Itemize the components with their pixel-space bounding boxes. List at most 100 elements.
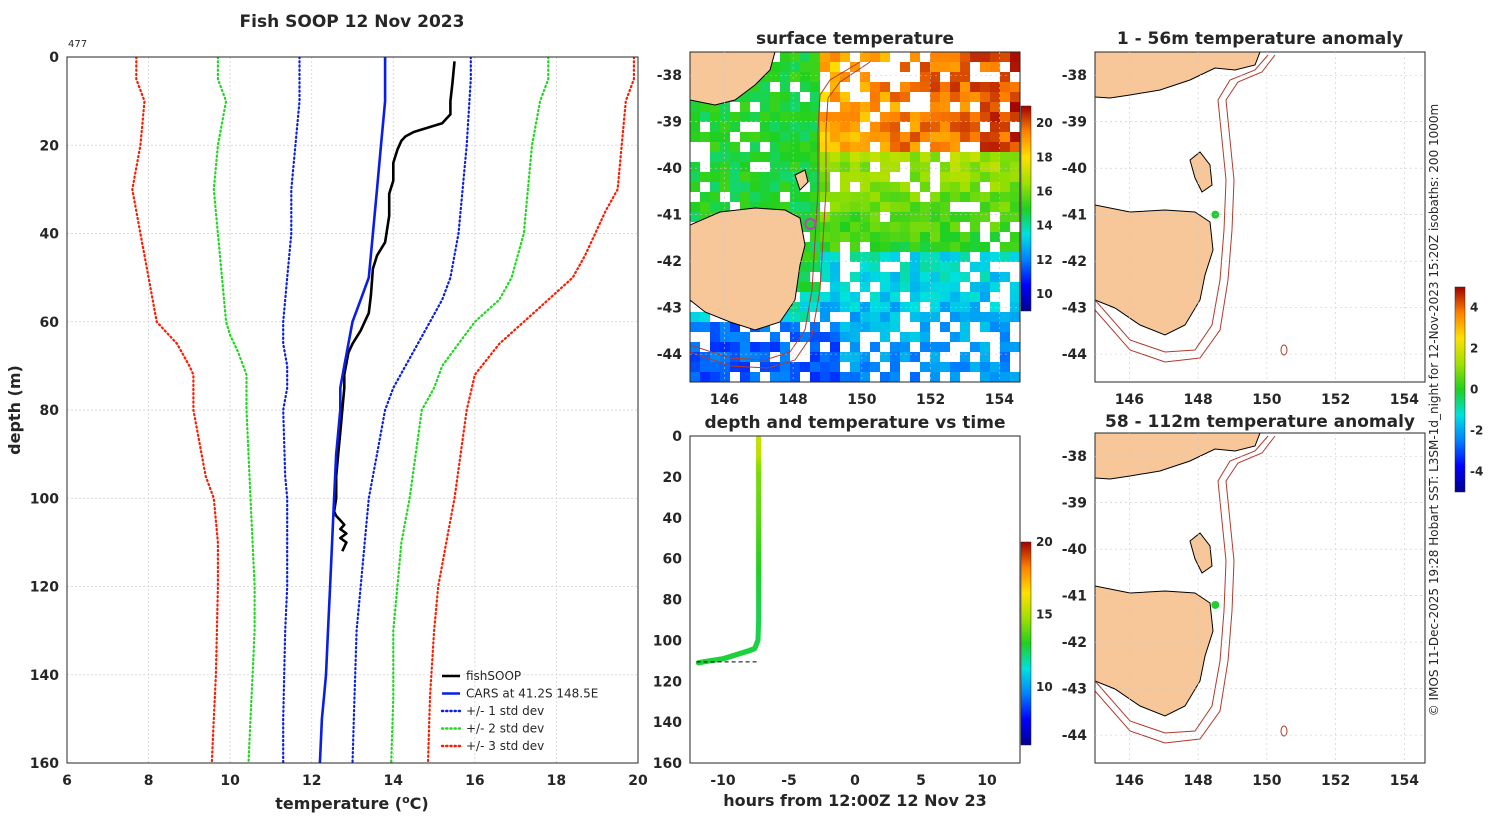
sst-pixel (730, 352, 740, 362)
sst-pixel (990, 252, 1000, 262)
anomaly-lower-isobath-200m (1095, 435, 1269, 734)
sst-pixel (740, 182, 750, 192)
sst-pixel (700, 102, 710, 112)
map-xtick-label: 152 (916, 392, 945, 408)
sst-pixel (870, 212, 880, 222)
sst-pixel (790, 332, 800, 342)
map-ytick-label: -41 (1062, 208, 1087, 224)
sst-pixel (780, 172, 790, 182)
sst-pixel (980, 112, 990, 122)
sst-pixel (860, 102, 870, 112)
anomaly-upper-map (1095, 52, 1425, 382)
sst-pixel (770, 142, 780, 152)
sst-pixel (1000, 112, 1010, 122)
profile-series-line (318, 57, 387, 763)
sst-pixel (920, 322, 930, 332)
profile-axes-box (66, 56, 639, 764)
sst-pixel (790, 362, 800, 372)
sst-pixel (940, 202, 950, 212)
sst-pixel (930, 82, 940, 92)
sst-pixel (890, 292, 900, 302)
sst-pixel (1000, 332, 1010, 342)
sst-pixel (840, 182, 850, 192)
sst-pixel (850, 102, 860, 112)
sst-pixel (950, 152, 960, 162)
sst-pixel (720, 182, 730, 192)
sst-map-axes-box (689, 51, 1021, 383)
sst-pixel (810, 182, 820, 192)
sst-pixel (890, 182, 900, 192)
sst-pixel (1010, 242, 1020, 252)
profile-legend[interactable]: fishSOOP CARS at 41.2S 148.5E +/- 1 std de… (440, 669, 598, 753)
sst-pixel (740, 112, 750, 122)
depth-time-colorbar-label: 10 (1036, 680, 1053, 694)
sst-pixel (690, 312, 700, 322)
sst-pixel (960, 212, 970, 222)
sst-pixel (790, 122, 800, 132)
sst-colorbar-label: 12 (1036, 253, 1053, 267)
sst-pixel (950, 312, 960, 322)
sst-pixel (840, 302, 850, 312)
anomaly-upper-title: 1 - 56m temperature anomaly (1117, 29, 1403, 49)
sst-pixel (830, 232, 840, 242)
flinders-island (794, 169, 809, 191)
anomaly-lower-isobath-1000m (1095, 435, 1276, 744)
anomaly-upper-tasmania (1095, 204, 1214, 336)
sst-pixel (750, 202, 760, 212)
sst-pixel (780, 322, 790, 332)
sst-pixel (830, 52, 840, 62)
sst-pixel (990, 362, 1000, 372)
legend-label: +/- 3 std dev (466, 739, 544, 753)
sst-pixel (760, 362, 770, 372)
sst-pixel (810, 322, 820, 332)
sst-pixel (790, 372, 800, 382)
sst-pixel (830, 262, 840, 272)
sst-pixel (890, 322, 900, 332)
sst-pixel (860, 132, 870, 142)
sst-pixel (730, 182, 740, 192)
sst-pixel (900, 342, 910, 352)
profile-grid (66, 56, 639, 764)
sst-pixel (990, 272, 1000, 282)
sst-pixel (870, 322, 880, 332)
anomaly-colorbar-label: 0 (1470, 383, 1478, 397)
sst-pixel (890, 232, 900, 242)
sst-pixel (880, 192, 890, 202)
sst-pixel (960, 312, 970, 322)
sst-pixel (950, 262, 960, 272)
legend-label: CARS at 41.2S 148.5E (466, 687, 598, 701)
anomaly-colorbar-ticks: 4 2 0 -2 -4 (1470, 301, 1483, 479)
sst-pixel (820, 302, 830, 312)
sst-pixel (860, 152, 870, 162)
sst-pixel (980, 172, 990, 182)
depth-time-ytick-label: 80 (663, 593, 683, 609)
sst-pixel (760, 82, 770, 92)
sst-pixel (980, 192, 990, 202)
sst-pixel (690, 212, 700, 222)
sst-pixel (830, 202, 840, 212)
profile-xtick-label: 16 (465, 773, 484, 789)
depth-time-xtick-label: 5 (916, 773, 926, 789)
sst-pixel (710, 352, 720, 362)
profile-series-line (282, 57, 301, 763)
sst-pixel (750, 82, 760, 92)
sst-pixel (1010, 162, 1020, 172)
sst-pixel (780, 162, 790, 172)
sst-pixel (850, 122, 860, 132)
sst-pixel (940, 92, 950, 102)
anomaly-upper-panel: 1 - 56m temperature anomaly 146 148 150 152… (1062, 29, 1483, 493)
map-ytick-label: -40 (1062, 161, 1088, 177)
sst-pixel (930, 302, 940, 312)
sst-pixel (770, 192, 780, 202)
sst-pixel (920, 72, 930, 82)
sst-pixel (840, 72, 850, 82)
map-ytick-label: -42 (657, 254, 682, 270)
sst-pixel (970, 312, 980, 322)
sst-pixel (960, 112, 970, 122)
sst-pixel (1000, 322, 1010, 332)
sst-pixel (830, 92, 840, 102)
sst-pixel (920, 292, 930, 302)
sst-pixel (930, 232, 940, 242)
sst-pixel (990, 122, 1000, 132)
sst-pixel (990, 182, 1000, 192)
